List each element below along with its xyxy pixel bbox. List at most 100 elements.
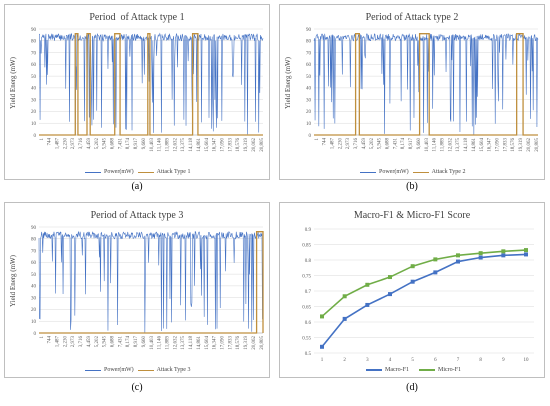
y-tick-label: 0.8 — [305, 259, 312, 264]
legend-macro-label: Macro-F1 — [385, 367, 409, 373]
x-tick-label: 4,459 — [87, 138, 92, 150]
x-tick-label: 19,319 — [244, 336, 249, 350]
macro-f1-point — [365, 302, 370, 307]
chart-legend: Power(mW) Attack Type 3 — [85, 367, 190, 373]
x-tick-label: 16,347 — [213, 336, 218, 350]
x-tick-label: 20,062 — [252, 138, 257, 152]
macro-f1-point — [433, 270, 438, 275]
x-tick-label: 17,090 — [221, 138, 226, 152]
legend-attack-label: Attack Type 1 — [156, 169, 191, 175]
x-tick-label: 9,660 — [142, 138, 147, 150]
macro-f1-point — [320, 344, 324, 349]
legend-power-swatch — [85, 369, 101, 371]
x-tick-label: 8 — [479, 358, 482, 363]
x-tick-label: 2,973 — [346, 138, 351, 150]
x-tick-label: 11,146 — [158, 138, 163, 152]
macro-f1-point — [410, 279, 415, 284]
x-tick-label: 744 — [48, 138, 53, 146]
x-tick-label: 9 — [502, 358, 505, 363]
x-tick-label: 8,174 — [126, 336, 131, 348]
time-series-chart: 0 10 20 30 40 50 60 70 80 90 1 744 1,487 2,230 2,973 3,… — [31, 28, 265, 152]
legend-power-swatch — [85, 171, 101, 173]
legend-micro-label: Micro-F1 — [438, 367, 461, 373]
y-tick-label: 90 — [306, 28, 312, 33]
micro-f1-point — [524, 248, 528, 253]
legend-micro-swatch — [419, 369, 435, 371]
x-tick-label: 3,716 — [354, 138, 359, 150]
x-tick-label: 18,576 — [236, 138, 241, 152]
chart-panel-f1-scores: Macro-F1 & Micro-F1 Score 0.5 0.55 0.6 0.65… — [279, 202, 545, 378]
x-tick-label: 12,632 — [173, 336, 178, 350]
micro-f1-point — [388, 275, 392, 280]
x-tick-label: 19,319 — [244, 138, 249, 152]
figure-caption-a: (a) — [131, 181, 143, 192]
y-tick-label: 0.6 — [305, 321, 312, 326]
x-tick-label: 1,487 — [56, 138, 61, 150]
x-tick-label: 10 — [524, 358, 530, 363]
x-tick-label: 13,375 — [456, 138, 461, 152]
f1-line-chart: 0.5 0.55 0.6 0.65 0.7 0.75 0.8 0.85 0.9 1 2 3 4 5 6 7 8 9… — [302, 228, 534, 363]
x-tick-label: 17,833 — [228, 138, 233, 152]
micro-f1-point — [342, 294, 347, 299]
y-tick-label: 80 — [306, 40, 312, 45]
x-tick-label: 16,347 — [488, 138, 493, 152]
chart-title: Macro-F1 & Micro-F1 Score — [353, 210, 471, 221]
x-tick-label: 17,833 — [228, 336, 233, 350]
x-tick-label: 14,118 — [189, 138, 194, 152]
x-tick-label: 5,945 — [103, 138, 108, 150]
x-tick-label: 14,861 — [197, 336, 202, 350]
power-series-line — [38, 32, 264, 135]
micro-f1-point — [456, 253, 460, 258]
x-tick-label: 744 — [48, 336, 53, 344]
figure-caption-d: (d) — [406, 382, 418, 393]
x-tick-label: 5,945 — [378, 138, 383, 150]
x-tick-label: 14,861 — [197, 138, 202, 152]
time-series-chart: 0 10 20 30 40 50 60 70 80 90 1 744 1,487 2,230 2,973 3,… — [306, 28, 540, 152]
x-tick-label: 7 — [457, 358, 460, 363]
y-tick-label: 0.5 — [305, 352, 312, 357]
y-tick-label: 0.65 — [302, 305, 311, 310]
x-tick-label: 20,062 — [527, 138, 532, 152]
x-tick-label: 20,805 — [260, 336, 265, 350]
y-tick-label: 20 — [306, 110, 312, 115]
x-tick-label: 17,833 — [503, 138, 508, 152]
x-tick-label: 10,403 — [150, 138, 155, 152]
micro-f1-point — [433, 257, 438, 262]
x-tick-label: 9,660 — [142, 336, 147, 348]
x-tick-label: 11,889 — [166, 138, 171, 152]
y-tick-label: 90 — [31, 28, 37, 33]
x-tick-label: 7,431 — [393, 138, 398, 150]
y-tick-label: 40 — [31, 285, 37, 290]
x-tick-label: 13,375 — [181, 138, 186, 152]
chart-panel-attack-type-2: Period of Attack type 2 Yield Energ (mW)… — [279, 4, 545, 180]
y-tick-label: 60 — [31, 63, 37, 68]
y-tick-label: 0.7 — [305, 290, 312, 295]
x-tick-label: 15,604 — [205, 336, 210, 350]
chart-legend: Macro-F1 Micro-F1 — [366, 367, 461, 373]
y-tick-label: 40 — [306, 87, 312, 92]
macro-f1-line — [321, 253, 527, 348]
x-tick-label: 3,716 — [79, 138, 84, 150]
legend-macro-swatch — [366, 369, 382, 371]
y-tick-label: 30 — [31, 296, 37, 301]
x-tick-label: 2,230 — [338, 138, 343, 150]
x-tick-label: 6,688 — [386, 138, 391, 150]
x-tick-label: 1 — [315, 138, 320, 141]
chart-title: Period of Attack type 3 — [90, 210, 184, 221]
x-tick-label: 8,917 — [409, 138, 414, 150]
legend-attack-swatch — [412, 171, 429, 173]
x-tick-label: 19,319 — [519, 138, 524, 152]
y-tick-label: 0.85 — [302, 243, 311, 248]
x-tick-label: 1 — [40, 138, 45, 141]
legend-power-label: Power(mW) — [104, 367, 134, 373]
x-tick-label: 15,604 — [205, 138, 210, 152]
legend-attack-label: Attack Type 2 — [431, 169, 466, 175]
x-tick-label: 8,174 — [126, 138, 131, 150]
macro-f1-point — [501, 253, 506, 258]
x-tick-label: 11,889 — [166, 336, 171, 350]
attack-series-line — [39, 231, 264, 334]
x-tick-label: 14,118 — [189, 336, 194, 350]
x-tick-label: 8,917 — [134, 138, 139, 150]
power-series-line — [313, 32, 539, 135]
x-tick-label: 2 — [343, 358, 346, 363]
